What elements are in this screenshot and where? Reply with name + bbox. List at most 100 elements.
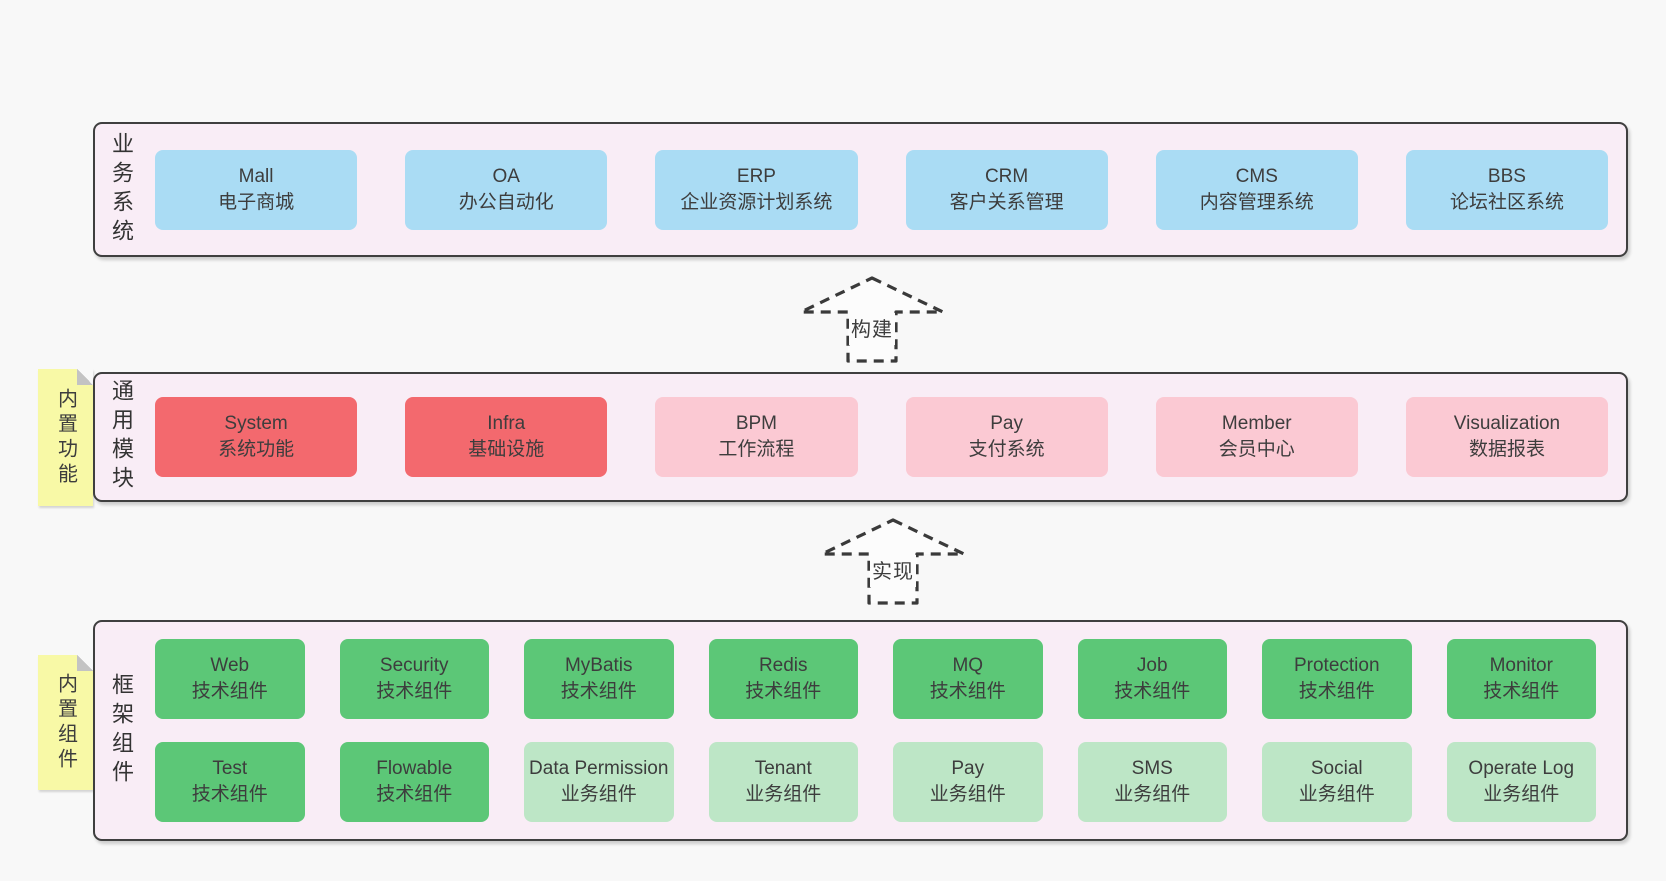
- box-desc: 基础设施: [468, 439, 545, 460]
- box-desc: 工作流程: [718, 439, 795, 460]
- components-row-2: Test 技术组件 Flowable 技术组件 Data Permission …: [155, 742, 1596, 822]
- box-name: Social: [1310, 758, 1363, 779]
- box-system: System 系统功能: [155, 397, 358, 477]
- box-desc: 系统功能: [218, 439, 295, 460]
- box-infra: Infra 基础设施: [405, 397, 608, 477]
- arrow-label: 实现: [870, 555, 916, 587]
- box-desc: 业务组件: [745, 784, 822, 805]
- box-name: Security: [379, 655, 449, 676]
- note-fold-icon: [77, 369, 93, 385]
- framework-components-grid: Web 技术组件 Security 技术组件 MyBatis 技术组件 Redi…: [147, 622, 1626, 839]
- box-desc: 业务组件: [560, 784, 637, 805]
- common-modules-row: System 系统功能 Infra 基础设施 BPM 工作流程 Pay 支付系统…: [147, 374, 1626, 500]
- box-desc: 支付系统: [968, 439, 1045, 460]
- box-desc: 技术组件: [1483, 681, 1560, 702]
- box-name: OA: [492, 165, 520, 187]
- arrow-label: 构建: [849, 313, 895, 345]
- box-name: Test: [212, 758, 248, 779]
- box-mq: MQ 技术组件: [893, 639, 1043, 719]
- box-desc: 技术组件: [376, 681, 453, 702]
- box-desc: 业务组件: [1298, 784, 1375, 805]
- note-fold-icon: [77, 655, 93, 671]
- box-name: BBS: [1487, 165, 1526, 187]
- layer-label-framework-components: 框架组件: [95, 622, 147, 839]
- box-name: Mall: [238, 165, 274, 187]
- box-oa: OA 办公自动化: [405, 149, 608, 230]
- layer-label-business-systems: 业务系统: [95, 124, 147, 255]
- box-member: Member 会员中心: [1155, 397, 1358, 477]
- arrow-implement: 实现: [820, 518, 966, 605]
- box-mybatis: MyBatis 技术组件: [524, 639, 674, 719]
- box-desc: 电子商城: [218, 191, 295, 213]
- box-name: Operate Log: [1468, 758, 1575, 779]
- box-flowable: Flowable 技术组件: [339, 742, 489, 822]
- box-name: ERP: [736, 165, 776, 187]
- layer-common-modules: 通用模块 System 系统功能 Infra 基础设施 BPM 工作流程 Pay…: [93, 372, 1628, 502]
- box-name: Job: [1136, 655, 1168, 676]
- box-name: Web: [210, 655, 250, 676]
- box-tenant: Tenant 业务组件: [708, 742, 858, 822]
- box-social: Social 业务组件: [1262, 742, 1412, 822]
- layer-label-text: 框架组件: [109, 672, 134, 789]
- layer-label-common-modules: 通用模块: [95, 374, 147, 500]
- box-name: Pay: [951, 758, 985, 779]
- box-crm: CRM 客户关系管理: [905, 149, 1108, 230]
- box-security: Security 技术组件: [339, 639, 489, 719]
- box-desc: 数据报表: [1468, 439, 1545, 460]
- note-text: 内置功能: [54, 387, 77, 488]
- box-redis: Redis 技术组件: [708, 639, 858, 719]
- box-name: MyBatis: [564, 655, 633, 676]
- sticky-note-built-in-components: 内置组件: [38, 655, 93, 790]
- box-pay-component: Pay 业务组件: [893, 742, 1043, 822]
- arrow-build: 构建: [799, 276, 945, 363]
- business-systems-row: Mall 电子商城 OA 办公自动化 ERP 企业资源计划系统 CRM 客户关系…: [147, 124, 1626, 255]
- box-desc: 论坛社区系统: [1449, 191, 1564, 213]
- box-desc: 技术组件: [929, 681, 1006, 702]
- box-name: Redis: [758, 655, 808, 676]
- box-name: Monitor: [1489, 655, 1553, 676]
- box-visualization: Visualization 数据报表: [1405, 397, 1609, 477]
- box-job: Job 技术组件: [1077, 639, 1227, 719]
- box-sms: SMS 业务组件: [1077, 742, 1227, 822]
- box-name: Protection: [1293, 655, 1380, 676]
- box-name: CRM: [984, 165, 1029, 187]
- box-name: CMS: [1235, 165, 1278, 187]
- box-erp: ERP 企业资源计划系统: [655, 149, 858, 230]
- box-web: Web 技术组件: [155, 639, 305, 719]
- box-desc: 办公自动化: [458, 191, 554, 213]
- box-bbs: BBS 论坛社区系统: [1405, 149, 1609, 230]
- box-desc: 会员中心: [1218, 439, 1295, 460]
- sticky-note-built-in-features: 内置功能: [38, 369, 93, 506]
- box-desc: 技术组件: [191, 681, 268, 702]
- box-protection: Protection 技术组件: [1262, 639, 1412, 719]
- box-mall: Mall 电子商城: [155, 149, 358, 230]
- box-desc: 技术组件: [560, 681, 637, 702]
- box-desc: 技术组件: [1298, 681, 1375, 702]
- box-test: Test 技术组件: [155, 742, 305, 822]
- components-row-1: Web 技术组件 Security 技术组件 MyBatis 技术组件 Redi…: [155, 639, 1596, 719]
- box-desc: 技术组件: [376, 784, 453, 805]
- box-name: Flowable: [376, 758, 453, 779]
- box-name: Pay: [990, 413, 1023, 434]
- box-pay-module: Pay 支付系统: [905, 397, 1108, 477]
- box-monitor: Monitor 技术组件: [1446, 639, 1596, 719]
- box-bpm: BPM 工作流程: [655, 397, 858, 477]
- layer-business-systems: 业务系统 Mall 电子商城 OA 办公自动化 ERP 企业资源计划系统 CRM…: [93, 122, 1628, 257]
- box-desc: 技术组件: [1114, 681, 1191, 702]
- box-name: BPM: [735, 413, 778, 434]
- layer-label-text: 通用模块: [109, 379, 134, 495]
- box-name: MQ: [952, 655, 984, 676]
- layer-framework-components: 框架组件 Web 技术组件 Security 技术组件 MyBatis 技术组件…: [93, 620, 1628, 841]
- box-name: Tenant: [754, 758, 812, 779]
- box-desc: 内容管理系统: [1199, 191, 1314, 213]
- box-desc: 业务组件: [929, 784, 1006, 805]
- box-data-permission: Data Permission 业务组件: [524, 742, 674, 822]
- box-desc: 技术组件: [191, 784, 268, 805]
- box-operate-log: Operate Log 业务组件: [1446, 742, 1596, 822]
- box-name: System: [224, 413, 288, 434]
- box-name: Member: [1221, 413, 1292, 434]
- box-desc: 客户关系管理: [949, 191, 1064, 213]
- box-desc: 业务组件: [1114, 784, 1191, 805]
- box-name: Visualization: [1453, 413, 1561, 434]
